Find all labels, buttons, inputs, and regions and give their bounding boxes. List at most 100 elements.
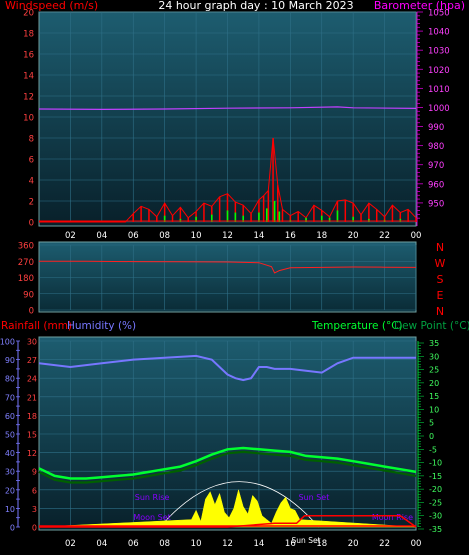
baro-tick-label: 970 — [428, 161, 444, 171]
sun-set-axis-label: Sun Set — [292, 536, 321, 545]
dir-tick-label: 360 — [18, 242, 34, 252]
rain-tick-label: 3 — [32, 505, 37, 514]
dir-tick-label: 180 — [18, 274, 34, 284]
humidity-tick-label: 10 — [5, 505, 15, 514]
temp-tick-label: 5 — [429, 419, 434, 428]
baro-tick-label: 1040 — [428, 28, 450, 38]
wind-tick-label: 20 — [23, 9, 34, 19]
humidity-tick-label: 60 — [5, 412, 15, 421]
direction-line — [39, 260, 417, 274]
temp-tick-label: 15 — [429, 392, 439, 401]
dir-tick-label: 0 — [29, 307, 34, 317]
wind-xtick-label: 14 — [254, 231, 265, 241]
temp-tick-label: -10 — [429, 459, 442, 468]
compass-letter: N — [436, 305, 444, 318]
temp-xtick-label: 04 — [96, 539, 107, 549]
temp-tick-label: 20 — [429, 379, 439, 388]
temp-tick-label: -15 — [429, 472, 442, 481]
baro-tick-label: 1050 — [428, 9, 450, 19]
wind-xtick-label: 12 — [222, 231, 233, 241]
wind-tick-label: 16 — [23, 51, 34, 61]
dewpoint-line — [38, 450, 417, 484]
dir-tick-label: 90 — [23, 290, 34, 300]
rain-tick-label: 6 — [32, 486, 37, 495]
humidity-label: Humidity (%) — [67, 320, 136, 332]
temp-tick-label: -30 — [429, 512, 442, 521]
barometer-label: Barometer (hpa) — [374, 0, 465, 12]
temp-xtick-label: 18 — [316, 539, 327, 549]
temp-tick-label: 35 — [429, 339, 439, 348]
dir-tick-label: 270 — [18, 258, 34, 268]
wind-tick-label: 0 — [29, 219, 34, 229]
humidity-tick-label: 30 — [5, 468, 15, 477]
moon-rise-label: Moon Rise — [372, 513, 413, 522]
humidity-tick-label: 100 — [0, 338, 15, 347]
wind-xtick-label: 18 — [316, 231, 327, 241]
wind-tick-label: 4 — [29, 177, 34, 187]
baro-tick-label: 1010 — [428, 85, 450, 95]
temp-tick-label: -35 — [429, 525, 442, 534]
temp-xtick-label: 14 — [254, 539, 265, 549]
temperature-label: Temperature (°C) — [311, 320, 403, 332]
temp-tick-label: 0 — [429, 432, 434, 441]
windspeed-line — [39, 137, 417, 223]
compass-letter: W — [435, 257, 446, 270]
rain-tick-label: 15 — [27, 431, 37, 440]
barometer-line — [38, 106, 417, 111]
rain-tick-label: 27 — [27, 356, 37, 365]
humidity-tick-label: 40 — [5, 449, 15, 458]
wind-tick-label: 2 — [29, 198, 34, 208]
baro-tick-label: 980 — [428, 142, 444, 152]
dewpoint-label: Dew Point (°C) — [394, 320, 469, 332]
rain-tick-label: 24 — [27, 375, 37, 384]
rain-tick-label: 12 — [27, 449, 37, 458]
baro-tick-label: 1020 — [428, 66, 450, 76]
baro-tick-label: 960 — [428, 180, 444, 190]
temp-xtick-label: 02 — [65, 539, 76, 549]
baro-tick-label: 950 — [428, 199, 444, 209]
humidity-tick-label: 50 — [5, 431, 15, 440]
temp-xtick-label: 06 — [128, 539, 139, 549]
temp-xtick-label: 00 — [411, 539, 422, 549]
baro-tick-label: 990 — [428, 123, 444, 133]
moon-set-label: Moon Set — [133, 513, 170, 522]
rain-tick-label: 0 — [32, 524, 37, 533]
chart-marks: 0246810121416182095096097098099010001010… — [0, 9, 450, 550]
compass-letter: S — [437, 273, 444, 286]
wind-tick-label: 8 — [29, 135, 34, 145]
wind-xtick-label: 06 — [128, 231, 139, 241]
temp-xtick-label: 08 — [159, 539, 170, 549]
temp-xtick-label: 16 — [285, 539, 296, 549]
wind-tick-label: 6 — [29, 156, 34, 166]
temp-xtick-label: 22 — [379, 539, 390, 549]
temperature-line — [38, 446, 417, 480]
wind-tick-label: 10 — [23, 114, 34, 124]
sun-set-label: Sun Set — [298, 493, 329, 502]
rain-tick-label: 21 — [27, 393, 37, 402]
humidity-tick-label: 0 — [10, 524, 15, 533]
chart-title: 24 hour graph day : 10 March 2023 — [158, 0, 353, 12]
wind-tick-label: 14 — [23, 72, 34, 82]
baro-tick-label: 1000 — [428, 104, 450, 114]
wind-tick-label: 18 — [23, 30, 34, 40]
baro-tick-label: 1030 — [428, 47, 450, 57]
rain-tick-label: 30 — [27, 338, 37, 347]
wind-xtick-label: 22 — [379, 231, 390, 241]
windspeed-label: Windspeed (m/s) — [5, 0, 98, 12]
wind-xtick-label: 16 — [285, 231, 296, 241]
temp-xtick-label: 10 — [191, 539, 202, 549]
humidity-tick-label: 80 — [5, 375, 15, 384]
rainfall-label: Rainfall (mm) — [1, 320, 72, 332]
sun-rise-label: Sun Rise — [135, 493, 170, 502]
wind-xtick-label: 08 — [159, 231, 170, 241]
wind-xtick-label: 20 — [348, 231, 359, 241]
temp-xtick-label: 12 — [222, 539, 233, 549]
compass-letter: N — [436, 241, 444, 254]
sun-arc — [159, 481, 319, 528]
solar-area — [38, 488, 417, 528]
wind-xtick-label: 10 — [191, 231, 202, 241]
wind-xtick-label: 00 — [411, 231, 422, 241]
